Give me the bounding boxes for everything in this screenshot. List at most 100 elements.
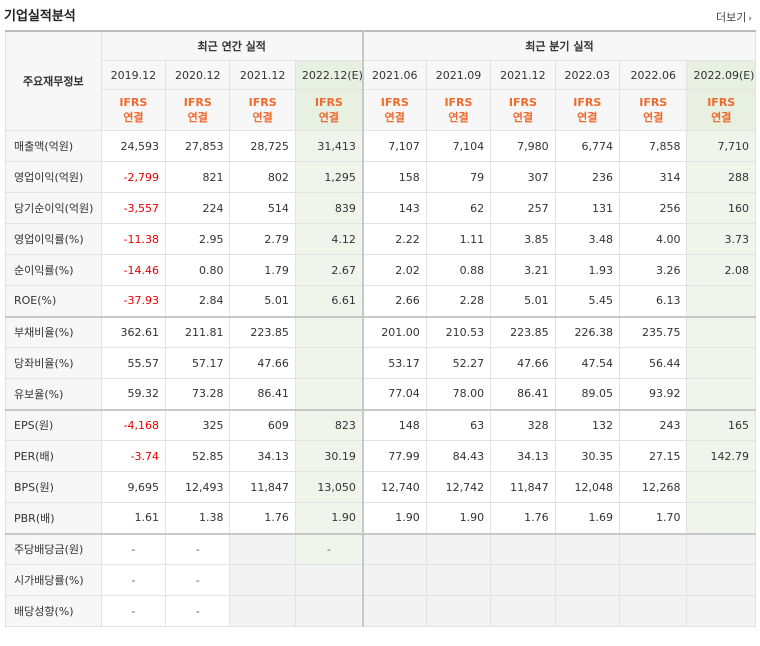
table-cell: 514 (229, 192, 296, 224)
table-cell: 148 (362, 408, 427, 441)
table-cell: 55.57 (100, 347, 167, 379)
ifrs-bottom: 연결 (187, 111, 208, 124)
table-cell: 314 (619, 161, 688, 193)
table-cell: - (100, 532, 167, 565)
table-cell: 328 (490, 408, 556, 441)
table-cell (619, 532, 688, 565)
table-cell (362, 595, 427, 627)
table-cell (686, 502, 756, 534)
table-cell: 84.43 (425, 440, 492, 472)
ifrs-bottom: 연결 (643, 111, 664, 124)
table-cell (686, 595, 756, 627)
table-row: 당좌비율(%) 55.57 57.17 47.66 53.17 52.27 47.66 47.… (5, 347, 756, 379)
table-cell: 609 (229, 408, 296, 441)
table-cell (619, 564, 688, 596)
table-cell: 1.11 (425, 223, 492, 255)
column-header-date: 2022.06 (619, 60, 688, 90)
table-row: 영업이익률(%) -11.38 2.95 2.79 4.12 2.22 1.11 3.85 3.… (5, 223, 756, 255)
table-cell (294, 595, 364, 627)
table-cell: 24,593 (100, 130, 167, 162)
row-label: 배당성향(%) (5, 595, 102, 627)
column-header-date: 2022.03 (554, 60, 621, 90)
table-cell: 1.76 (229, 502, 296, 534)
section-title: 기업실적분석 (4, 9, 76, 24)
ifrs-top: IFRS (508, 96, 537, 109)
table-cell: 57.17 (165, 347, 231, 379)
table-cell: 1.38 (165, 502, 231, 534)
table-cell (554, 532, 621, 565)
table-cell: 1,295 (294, 161, 364, 193)
table-cell: - (165, 595, 231, 627)
table-cell: 2.22 (362, 223, 427, 255)
table-cell: 362.61 (100, 315, 167, 348)
table-cell: 27,853 (165, 130, 231, 162)
table-cell: 9,695 (100, 471, 167, 503)
table-cell (490, 564, 556, 596)
table-row: 주당배당금(원) - - - (5, 532, 756, 565)
table-cell: 7,858 (619, 130, 688, 162)
ifrs-bottom: 연결 (512, 111, 533, 124)
table-cell: 27.15 (619, 440, 688, 472)
table-cell: 1.70 (619, 502, 688, 534)
table-cell: 52.27 (425, 347, 492, 379)
table-cell: - (165, 532, 231, 565)
ifrs-label: IFRS 연결 (229, 89, 296, 131)
table-cell: 86.41 (490, 378, 556, 410)
table-cell: 823 (294, 408, 364, 441)
table-cell (686, 347, 756, 379)
table-cell: 839 (294, 192, 364, 224)
table-cell: 243 (619, 408, 688, 441)
column-header-date: 2020.12 (165, 60, 231, 90)
table-cell (229, 532, 296, 565)
table-cell: 143 (362, 192, 427, 224)
table-cell: 4.00 (619, 223, 688, 255)
table-cell: 77.04 (362, 378, 427, 410)
table-cell: 0.88 (425, 254, 492, 286)
table-cell: 6,774 (554, 130, 621, 162)
table-cell: 223.85 (490, 315, 556, 348)
table-cell: 28,725 (229, 130, 296, 162)
table-cell: 79 (425, 161, 492, 193)
column-header-date: 2021.09 (425, 60, 492, 90)
table-cell: 59.32 (100, 378, 167, 410)
ifrs-label: IFRS 연결 (100, 89, 167, 131)
table-cell: 53.17 (362, 347, 427, 379)
table-cell: 73.28 (165, 378, 231, 410)
table-row: BPS(원) 9,695 12,493 11,847 13,050 12,740 12,74… (5, 471, 756, 503)
table-cell: 257 (490, 192, 556, 224)
ifrs-label: IFRS 연결 (294, 89, 364, 131)
row-label: EPS(원) (5, 408, 102, 441)
table-cell: -3.74 (100, 440, 167, 472)
table-cell: 3.48 (554, 223, 621, 255)
column-header-date: 2021.12 (490, 60, 556, 90)
table-cell: 34.13 (229, 440, 296, 472)
table-cell: 2.08 (686, 254, 756, 286)
table-row: 매출액(억원) 24,593 27,853 28,725 31,413 7,107 7,10… (5, 130, 756, 162)
table-cell: 6.13 (619, 285, 688, 317)
table-cell: 13,050 (294, 471, 364, 503)
more-label: 더보기 (716, 11, 747, 24)
row-label: 부채비율(%) (5, 315, 102, 348)
row-label: 영업이익(억원) (5, 161, 102, 193)
table-cell: 226.38 (554, 315, 621, 348)
table-cell: 7,107 (362, 130, 427, 162)
table-cell: 3.85 (490, 223, 556, 255)
table-row: 유보율(%) 59.32 73.28 86.41 77.04 78.00 86.41 89.0… (5, 378, 756, 410)
table-cell (229, 564, 296, 596)
row-label: 시가배당률(%) (5, 564, 102, 596)
ifrs-top: IFRS (707, 96, 736, 109)
table-cell: 325 (165, 408, 231, 441)
table-cell: 56.44 (619, 347, 688, 379)
table-cell (294, 564, 364, 596)
table-row: PBR(배) 1.61 1.38 1.76 1.90 1.90 1.90 1.76 1.69 1.… (5, 502, 756, 534)
table-cell: 6.61 (294, 285, 364, 317)
table-cell: -2,799 (100, 161, 167, 193)
ifrs-top: IFRS (314, 96, 343, 109)
more-link[interactable]: 더보기 › (716, 9, 752, 25)
ifrs-top: IFRS (248, 96, 277, 109)
row-label: 당좌비율(%) (5, 347, 102, 379)
table-cell (686, 532, 756, 565)
table-cell: 1.90 (294, 502, 364, 534)
ifrs-label: IFRS 연결 (619, 89, 688, 131)
table-cell: -11.38 (100, 223, 167, 255)
